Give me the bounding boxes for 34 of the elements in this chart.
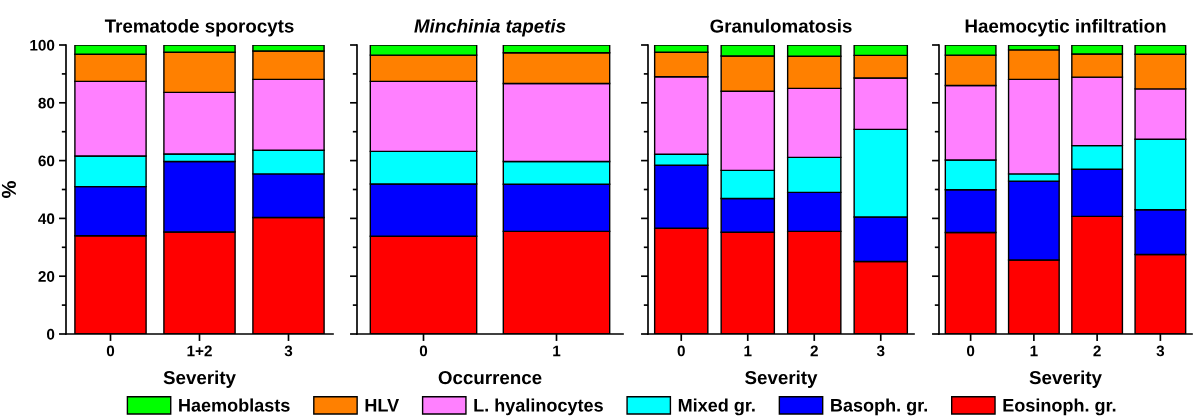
x-tick-label: 3 xyxy=(1156,345,1165,357)
legend-label: L. hyalinocytes xyxy=(474,398,603,416)
y-tick-label: 80 xyxy=(38,97,55,109)
chart-title: Haemocytic infiltration xyxy=(965,18,1166,37)
x-tick-label: 0 xyxy=(966,345,975,357)
x-tick-label: 2 xyxy=(1093,345,1101,357)
x-tick-label: 1 xyxy=(1030,345,1038,357)
chart-title: Trematode sporocyts xyxy=(104,18,294,37)
legend-label: Eosinoph. gr. xyxy=(1003,398,1116,416)
y-tick-label: 0 xyxy=(47,328,55,340)
y-tick-label: 40 xyxy=(38,213,55,225)
x-axis-title: Severity xyxy=(1029,370,1102,388)
legend-label: Haemoblasts xyxy=(179,398,290,412)
y-axis-title: % xyxy=(1,181,16,198)
x-tick-label: 1+2 xyxy=(187,345,212,357)
legend-label: Basoph. gr. xyxy=(831,398,927,416)
x-tick-label: 0 xyxy=(419,345,428,357)
x-tick-label: 0 xyxy=(106,345,115,357)
chart-title: Minchinia tapetis xyxy=(414,18,566,37)
legend-label: HLV xyxy=(365,399,400,412)
y-tick-label: 20 xyxy=(38,271,55,282)
x-tick-label: 0 xyxy=(677,345,685,357)
x-axis-title: Severity xyxy=(745,370,818,388)
chart-title: Granulomatosis xyxy=(710,18,852,33)
y-tick-label: 60 xyxy=(38,155,55,167)
x-tick-label: 2 xyxy=(810,345,818,357)
x-axis-title: Occurrence xyxy=(438,370,542,385)
x-tick-label: 3 xyxy=(284,345,293,357)
x-tick-label: 1 xyxy=(553,345,561,357)
x-axis-title: Severity xyxy=(163,370,236,388)
y-tick-label: 100 xyxy=(30,39,55,51)
legend-label: Mixed gr. xyxy=(678,398,755,416)
x-tick-label: 1 xyxy=(744,345,752,357)
x-tick-label: 3 xyxy=(876,345,885,357)
